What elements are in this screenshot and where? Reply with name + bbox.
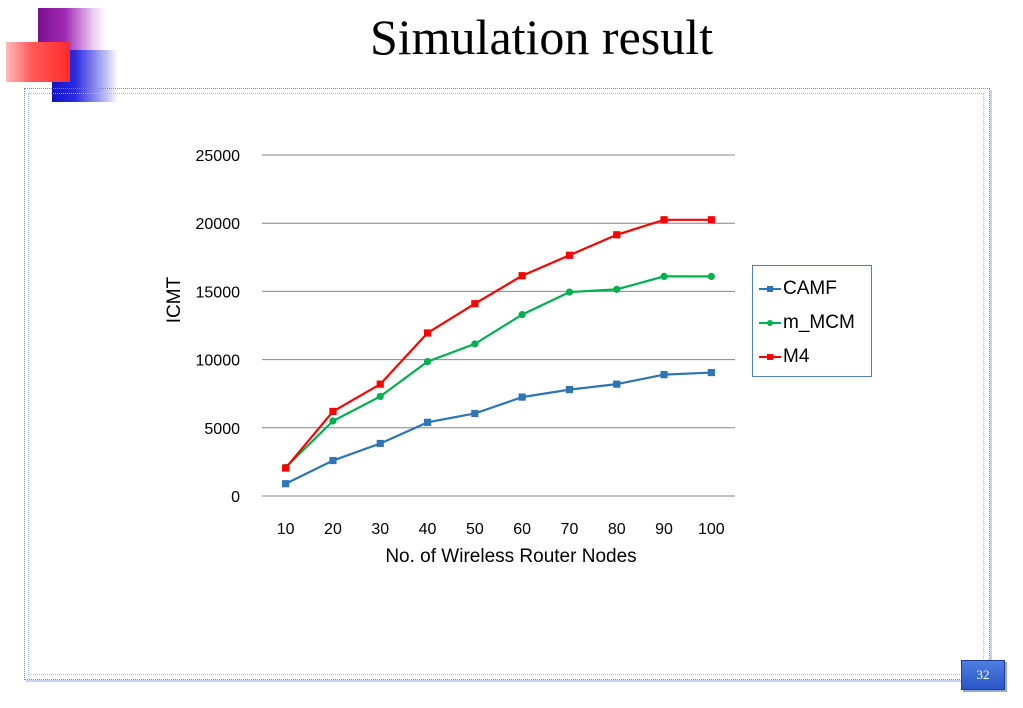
series-camf — [282, 368, 715, 488]
x-axis-tick-labels: 10 20 30 40 50 60 70 80 90 100 — [277, 521, 725, 538]
x-tick-label: 60 — [513, 521, 531, 538]
x-tick-label: 40 — [419, 521, 437, 538]
x-tick-label: 90 — [655, 521, 673, 538]
y-axis-label: ICMT — [164, 276, 185, 323]
slide-title: Simulation result — [369, 9, 714, 65]
chart-series — [282, 216, 715, 488]
data-point — [423, 418, 432, 426]
data-point — [518, 310, 526, 319]
logo-square-red — [6, 42, 70, 82]
data-point — [565, 288, 574, 296]
chart-legend: CAMF m_MCM M4 — [752, 265, 872, 377]
x-tick-label: 20 — [324, 521, 342, 538]
data-point — [471, 340, 479, 348]
x-axis-label: No. of Wireless Router Nodes — [385, 546, 636, 567]
data-point — [613, 285, 621, 293]
data-point — [423, 329, 432, 337]
data-point — [376, 439, 384, 448]
x-tick-label: 70 — [561, 521, 579, 538]
y-tick-label: 25000 — [196, 148, 241, 165]
decorative-logo-squares — [0, 0, 130, 110]
x-tick-label: 30 — [371, 521, 389, 538]
series-m-mcm — [282, 272, 715, 471]
data-point — [282, 480, 290, 488]
x-tick-label: 10 — [277, 521, 295, 538]
x-tick-label: 100 — [698, 521, 725, 538]
legend-label: M4 — [783, 346, 810, 367]
series-line — [285, 371, 712, 485]
chart-gridlines — [262, 154, 735, 497]
data-point — [423, 358, 432, 366]
data-point — [707, 272, 715, 280]
data-point — [707, 368, 715, 377]
y-tick-label: 5000 — [204, 421, 240, 438]
series-m4 — [282, 216, 715, 472]
legend-label: m_MCM — [783, 312, 855, 333]
legend-item: m_MCM — [759, 306, 871, 340]
data-point — [565, 386, 574, 394]
x-tick-label: 80 — [608, 521, 626, 538]
data-point — [613, 231, 621, 239]
legend-item: CAMF — [759, 272, 871, 306]
legend-swatch — [759, 351, 781, 363]
data-point — [329, 456, 337, 465]
data-point — [329, 417, 337, 425]
data-point — [660, 216, 668, 224]
content-frame-inner — [28, 93, 984, 675]
data-point — [376, 380, 384, 388]
data-point — [613, 380, 621, 388]
page-number-badge: 32 — [961, 660, 1005, 690]
y-tick-label: 10000 — [196, 353, 241, 370]
x-tick-label: 50 — [466, 521, 484, 538]
y-tick-label: 15000 — [196, 284, 241, 301]
data-point — [660, 371, 668, 379]
data-point — [282, 464, 290, 472]
legend-swatch — [759, 317, 781, 329]
data-point — [518, 272, 526, 280]
data-point — [471, 409, 479, 418]
data-point — [376, 392, 384, 401]
y-tick-label: 20000 — [196, 216, 241, 233]
series-line — [284, 275, 712, 469]
data-point — [565, 251, 574, 259]
data-point — [471, 300, 479, 308]
data-point — [660, 272, 668, 280]
data-point — [518, 393, 526, 401]
legend-item: M4 — [759, 340, 871, 374]
legend-swatch — [759, 283, 781, 295]
data-point — [329, 407, 337, 416]
content-frame — [24, 88, 990, 680]
data-point — [707, 216, 715, 224]
series-line — [284, 218, 712, 469]
y-tick-label: 0 — [231, 489, 240, 506]
legend-label: CAMF — [783, 278, 837, 299]
y-axis-tick-labels: 0 5000 10000 15000 20000 25000 — [196, 148, 241, 506]
